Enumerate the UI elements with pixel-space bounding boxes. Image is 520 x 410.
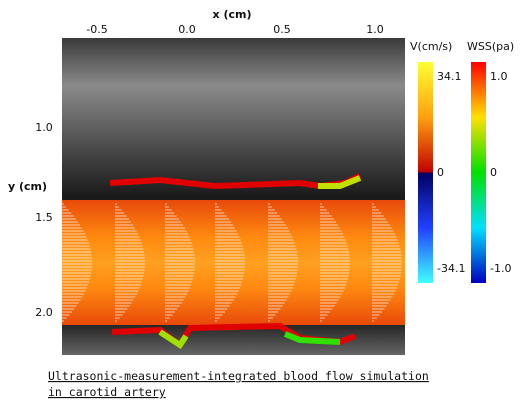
colorbar-tick: 0 (437, 166, 444, 179)
velocity-profiles (62, 203, 402, 322)
velocity-colorbar (418, 62, 433, 283)
y-axis-label: y (cm) (8, 180, 47, 193)
upper-wall-wss-high (318, 175, 362, 189)
colorbar-tick: 1.0 (490, 70, 508, 83)
y-tick-label: 2.0 (35, 306, 53, 319)
wss-colorbar (471, 62, 486, 283)
colorbar-label: V(cm/s) (410, 40, 452, 53)
caption: Ultrasonic-measurement-integrated blood … (48, 369, 429, 383)
x-axis-label: x (cm) (213, 8, 252, 21)
x-tick-label: 0.0 (178, 23, 196, 36)
lower-wall-wss-high (283, 331, 341, 345)
caption: in carotid artery (48, 385, 166, 399)
x-tick-label: -0.5 (86, 23, 107, 36)
colorbar-tick: 0 (490, 166, 497, 179)
lower-wall-wss-high (158, 329, 189, 350)
colorbar-tick: -34.1 (437, 262, 465, 275)
x-tick-label: 1.0 (366, 23, 384, 36)
colorbar-tick: 34.1 (437, 70, 462, 83)
y-tick-label: 1.0 (35, 121, 53, 134)
vessel-flow (62, 200, 405, 325)
x-tick-label: 0.5 (273, 23, 291, 36)
colorbar-tick: -1.0 (490, 262, 511, 275)
y-tick-label: 1.5 (35, 211, 53, 224)
colorbar-label: WSS(pa) (467, 40, 514, 53)
